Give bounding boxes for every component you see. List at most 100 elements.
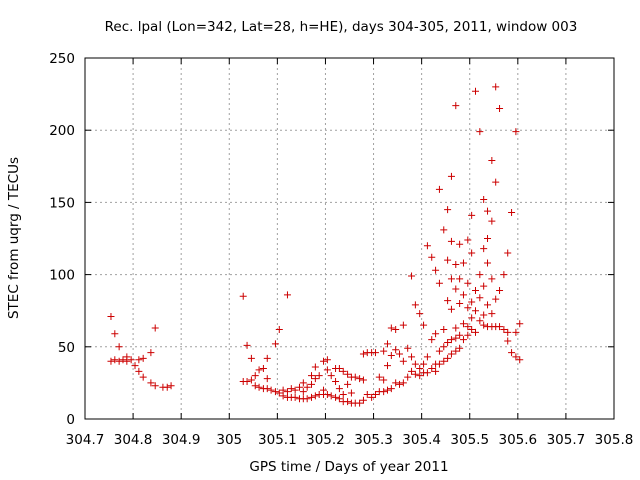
data-point bbox=[383, 340, 391, 348]
data-point bbox=[167, 382, 175, 390]
data-point bbox=[111, 356, 119, 364]
data-point bbox=[399, 357, 407, 365]
data-point bbox=[432, 367, 440, 375]
data-point bbox=[464, 323, 472, 331]
data-point bbox=[344, 398, 352, 406]
data-point bbox=[339, 367, 347, 375]
data-point bbox=[327, 392, 335, 400]
x-tick-label: 305.4 bbox=[402, 432, 441, 448]
data-point bbox=[512, 128, 520, 136]
data-point bbox=[308, 393, 316, 401]
data-point bbox=[480, 282, 488, 290]
data-point bbox=[492, 178, 500, 186]
data-point bbox=[435, 360, 443, 368]
data-point bbox=[452, 102, 460, 110]
plot-frame bbox=[84, 57, 615, 420]
data-point bbox=[332, 393, 340, 401]
data-point bbox=[504, 337, 512, 345]
data-point bbox=[435, 279, 443, 287]
data-point bbox=[275, 325, 283, 333]
data-point bbox=[347, 389, 355, 397]
data-point bbox=[255, 383, 263, 391]
data-point bbox=[512, 328, 520, 336]
data-point bbox=[107, 357, 115, 365]
data-point bbox=[251, 382, 259, 390]
data-point bbox=[271, 388, 279, 396]
data-point bbox=[471, 307, 479, 315]
x-tick-label: 305 bbox=[216, 432, 242, 448]
data-point bbox=[456, 299, 464, 307]
data-point bbox=[504, 249, 512, 257]
data-point bbox=[496, 105, 504, 113]
data-point bbox=[380, 376, 388, 384]
data-point bbox=[404, 373, 412, 381]
data-point bbox=[243, 377, 251, 385]
data-point bbox=[311, 375, 319, 383]
data-point bbox=[368, 393, 376, 401]
data-point bbox=[508, 209, 516, 217]
x-tick-label: 304.8 bbox=[114, 432, 153, 448]
data-point bbox=[147, 379, 155, 387]
data-point bbox=[452, 285, 460, 293]
data-point bbox=[480, 245, 488, 253]
data-point bbox=[396, 380, 404, 388]
data-point bbox=[115, 343, 123, 351]
data-point bbox=[320, 357, 328, 365]
data-point bbox=[500, 325, 508, 333]
data-point bbox=[411, 370, 419, 378]
data-point bbox=[428, 336, 436, 344]
data-point bbox=[420, 360, 428, 368]
data-point bbox=[500, 271, 508, 279]
data-point bbox=[484, 259, 492, 267]
data-point bbox=[383, 362, 391, 370]
data-point bbox=[323, 390, 331, 398]
data-point bbox=[428, 253, 436, 261]
data-point bbox=[327, 372, 335, 380]
data-point bbox=[447, 172, 455, 180]
data-point bbox=[315, 372, 323, 380]
data-point bbox=[399, 321, 407, 329]
data-point bbox=[151, 382, 159, 390]
x-tick-label: 305.5 bbox=[450, 432, 489, 448]
data-point bbox=[263, 354, 271, 362]
data-point bbox=[139, 373, 147, 381]
data-point bbox=[335, 395, 343, 403]
data-point bbox=[476, 271, 484, 279]
data-point bbox=[359, 350, 367, 358]
data-point bbox=[488, 217, 496, 225]
data-point bbox=[459, 259, 467, 267]
data-point bbox=[452, 347, 460, 355]
data-point bbox=[251, 372, 259, 380]
data-point bbox=[371, 390, 379, 398]
data-point bbox=[344, 380, 352, 388]
data-point bbox=[488, 310, 496, 318]
data-point bbox=[504, 328, 512, 336]
data-point bbox=[311, 363, 319, 371]
data-point bbox=[447, 237, 455, 245]
data-point bbox=[423, 353, 431, 361]
data-point bbox=[127, 356, 135, 364]
data-point bbox=[444, 338, 452, 346]
data-point bbox=[471, 87, 479, 95]
data-point bbox=[464, 236, 472, 244]
y-tick-label: 100 bbox=[49, 268, 75, 284]
data-point bbox=[308, 372, 316, 380]
data-point bbox=[452, 324, 460, 332]
data-point bbox=[456, 240, 464, 248]
data-point bbox=[303, 383, 311, 391]
data-point bbox=[247, 354, 255, 362]
data-point bbox=[267, 386, 275, 394]
data-point bbox=[359, 396, 367, 404]
data-point bbox=[323, 356, 331, 364]
data-point bbox=[492, 83, 500, 91]
data-point bbox=[516, 320, 524, 328]
data-point bbox=[339, 390, 347, 398]
data-point bbox=[283, 291, 291, 299]
data-point bbox=[432, 330, 440, 338]
data-point bbox=[492, 295, 500, 303]
data-point bbox=[471, 286, 479, 294]
data-point bbox=[255, 366, 263, 374]
data-point bbox=[416, 364, 424, 372]
x-tick-label: 304.7 bbox=[66, 432, 105, 448]
